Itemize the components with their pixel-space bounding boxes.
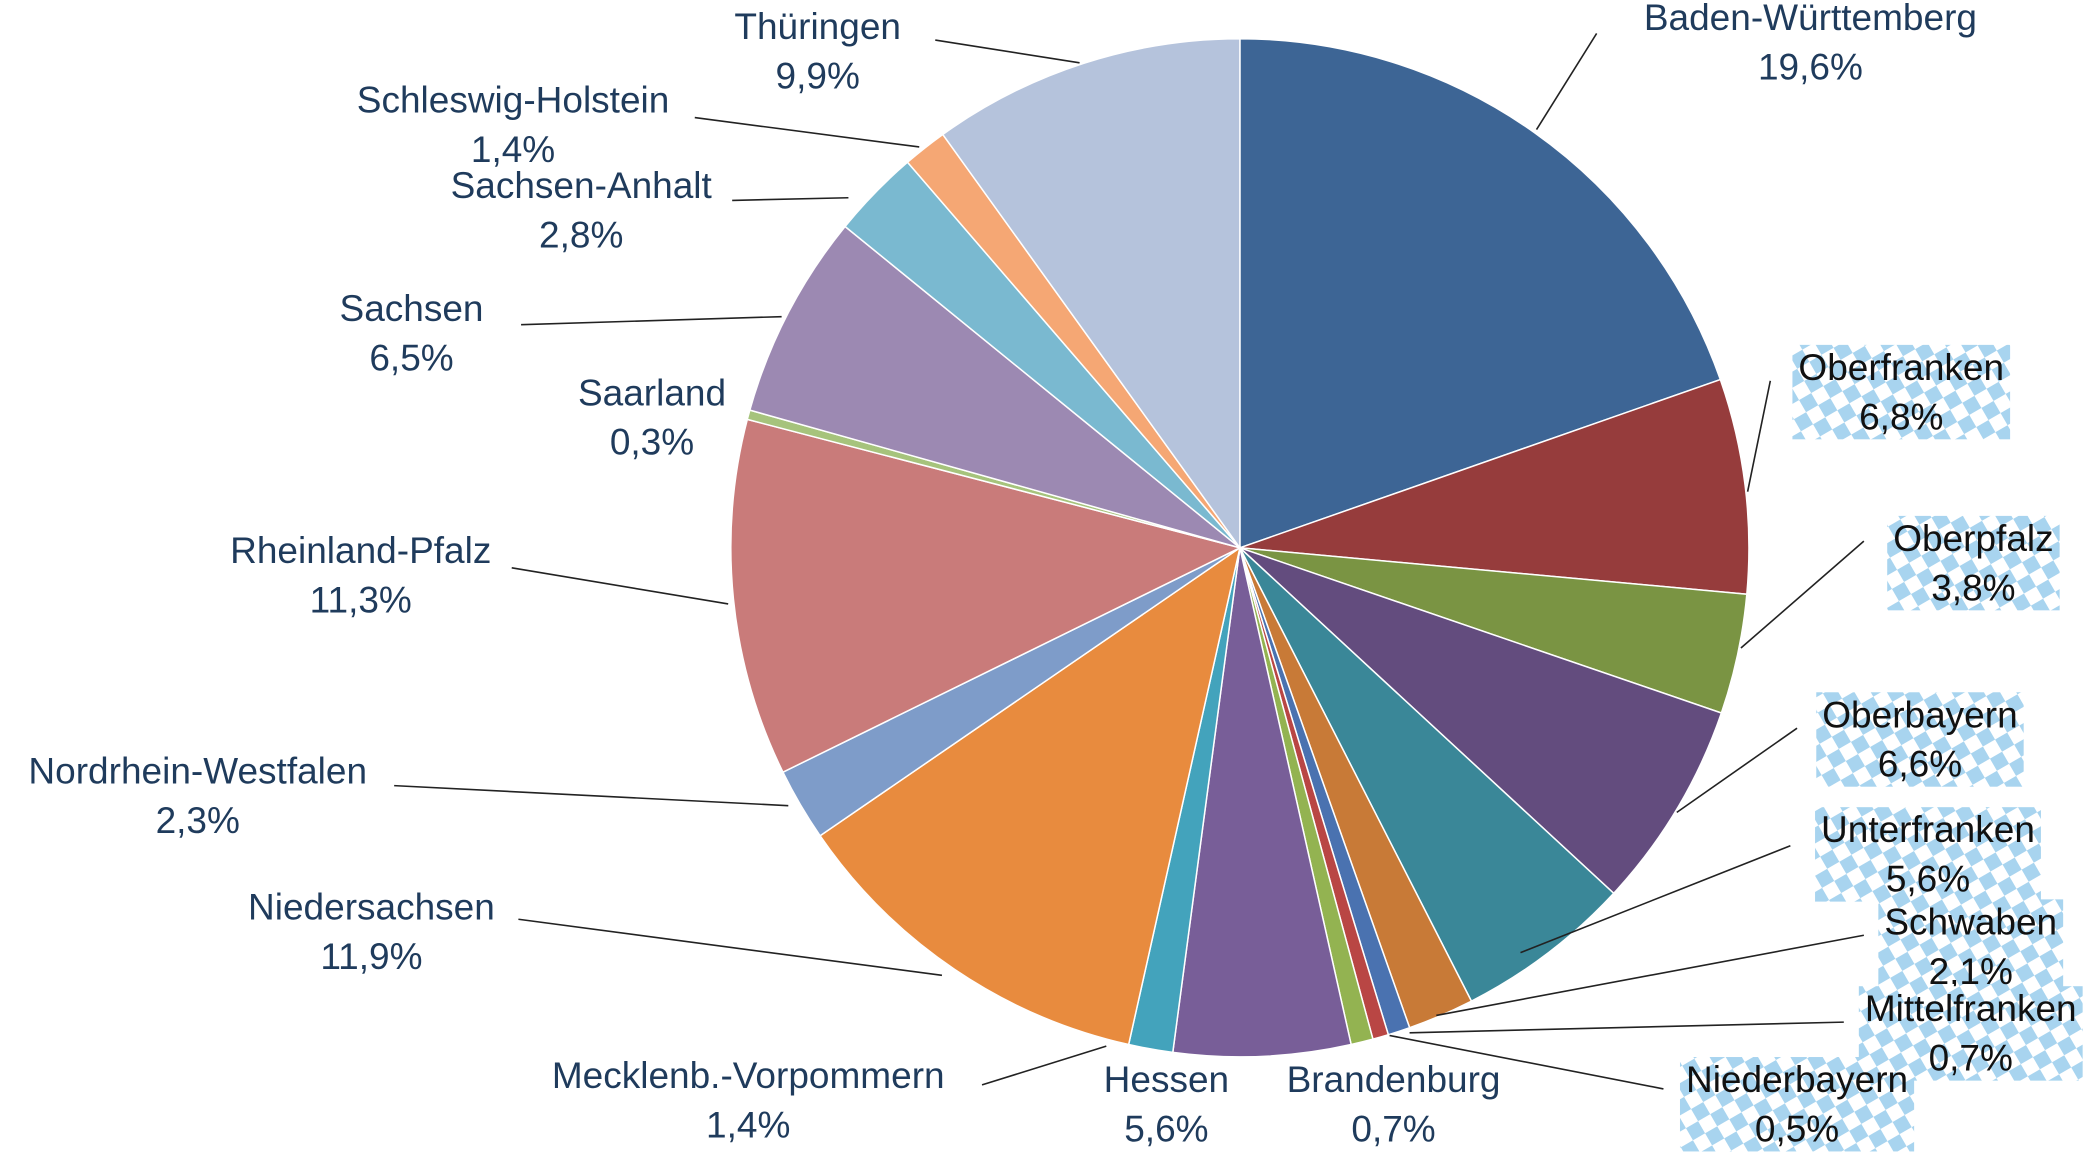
value-label: 5,6%	[1124, 1108, 1208, 1149]
value-label: 3,8%	[1931, 567, 2015, 608]
value-label: 0,7%	[1929, 1038, 2013, 1079]
pie-slice	[1239, 547, 1723, 895]
pie-slice	[819, 546, 1242, 1046]
label-background	[1878, 899, 2064, 994]
labels: Baden-Württemberg19,6%Oberfranken6,8%Obe…	[28, 0, 2083, 1152]
category-label: Oberfranken	[1798, 347, 2004, 388]
slice-label: Oberbayern 6,6%	[1816, 692, 2024, 787]
category-label: Saarland	[578, 372, 726, 413]
leader-line	[981, 1045, 1107, 1086]
value-label: 11,9%	[320, 936, 422, 977]
leader-line	[1409, 1021, 1844, 1034]
slice-label: Mecklenb.-Vorpommern 1,4%	[552, 1055, 945, 1145]
slice-label: Sachsen-Anhalt 2,8%	[451, 165, 713, 255]
leader-line	[1746, 380, 1772, 492]
value-label: 0,5%	[1755, 1108, 1839, 1149]
category-label: Oberpfalz	[1893, 518, 2053, 559]
leader-line	[694, 116, 920, 148]
value-label: 6,5%	[369, 338, 453, 379]
category-label: Schleswig-Holstein	[357, 80, 670, 121]
category-label: Niedersachsen	[248, 887, 495, 928]
slice-label: Saarland 0,3%	[578, 372, 726, 462]
slice-label: Baden-Württemberg 19,6%	[1644, 0, 1977, 87]
pie-slice	[730, 418, 1243, 774]
pie-slice	[941, 37, 1241, 551]
pie	[730, 37, 1750, 1058]
pie-slice	[748, 225, 1241, 549]
category-label: Thüringen	[734, 6, 901, 47]
slice-label: Hessen 5,6%	[1104, 1059, 1229, 1149]
category-label: Baden-Württemberg	[1644, 0, 1977, 38]
leader-line	[518, 918, 943, 977]
label-background	[1815, 807, 2041, 902]
leader-line	[1436, 934, 1865, 1017]
label-background	[1816, 692, 2024, 787]
leader-line	[511, 567, 729, 605]
value-label: 0,7%	[1351, 1108, 1435, 1149]
leader-line	[1389, 1034, 1664, 1090]
category-label: Sachsen	[340, 288, 484, 329]
value-label: 0,3%	[610, 422, 694, 463]
category-label: Sachsen-Anhalt	[451, 165, 713, 206]
slice-label: Schwaben 2,1%	[1878, 899, 2064, 994]
leader-line	[732, 196, 849, 202]
label-background	[1887, 515, 2060, 611]
category-label: Mecklenb.-Vorpommern	[552, 1055, 945, 1096]
leader-line	[1676, 727, 1798, 814]
slice-label: Unterfranken 5,6%	[1815, 807, 2041, 902]
pie-slice	[1239, 37, 1722, 549]
category-label: Hessen	[1104, 1059, 1229, 1100]
category-label: Brandenburg	[1287, 1059, 1501, 1100]
leader-line	[1740, 540, 1865, 649]
slice-label: Schleswig-Holstein 1,4%	[357, 80, 670, 170]
leader-line	[521, 315, 782, 326]
value-label: 2,3%	[156, 800, 240, 841]
leader-line	[1520, 845, 1791, 954]
category-label: Mittelfranken	[1865, 988, 2077, 1029]
slice-label: Oberpfalz 3,8%	[1887, 515, 2060, 611]
slice-label: Sachsen 6,5%	[340, 288, 484, 378]
slice-label: Niedersachsen 11,9%	[248, 887, 495, 977]
value-label: 6,6%	[1878, 744, 1962, 785]
category-label: Oberbayern	[1822, 694, 2017, 735]
value-label: 19,6%	[1758, 46, 1863, 87]
category-label: Unterfranken	[1821, 809, 2035, 850]
value-label: 9,9%	[776, 56, 860, 97]
value-label: 1,4%	[471, 129, 555, 170]
pie-slice	[1171, 547, 1353, 1058]
slice-label: Thüringen 9,9%	[734, 6, 901, 96]
value-label: 2,8%	[539, 215, 623, 256]
category-label: Rheinland-Pfalz	[230, 530, 491, 571]
pie-slice	[1239, 378, 1750, 596]
value-label: 6,8%	[1859, 396, 1943, 437]
slice-label: Rheinland-Pfalz 11,3%	[230, 530, 491, 620]
value-label: 11,3%	[310, 579, 412, 620]
label-background	[1792, 344, 2011, 440]
slice-label: Niederbayern 0,5%	[1679, 1057, 1915, 1152]
category-label: Nordrhein-Westfalen	[28, 750, 367, 791]
leader-line	[394, 784, 789, 807]
category-label: Schwaben	[1884, 901, 2057, 942]
value-label: 5,6%	[1886, 859, 1970, 900]
category-label: Niederbayern	[1686, 1059, 1908, 1100]
label-background	[1679, 1057, 1915, 1152]
slice-label: Nordrhein-Westfalen 2,3%	[28, 750, 367, 840]
pie-slice	[1239, 547, 1615, 1003]
slice-label: Oberfranken 6,8%	[1792, 344, 2011, 440]
slice-label: Brandenburg 0,7%	[1287, 1059, 1501, 1149]
leader-line	[1535, 32, 1598, 131]
value-label: 2,1%	[1929, 951, 2013, 992]
leader-line	[935, 39, 1080, 64]
value-label: 1,4%	[706, 1104, 790, 1145]
